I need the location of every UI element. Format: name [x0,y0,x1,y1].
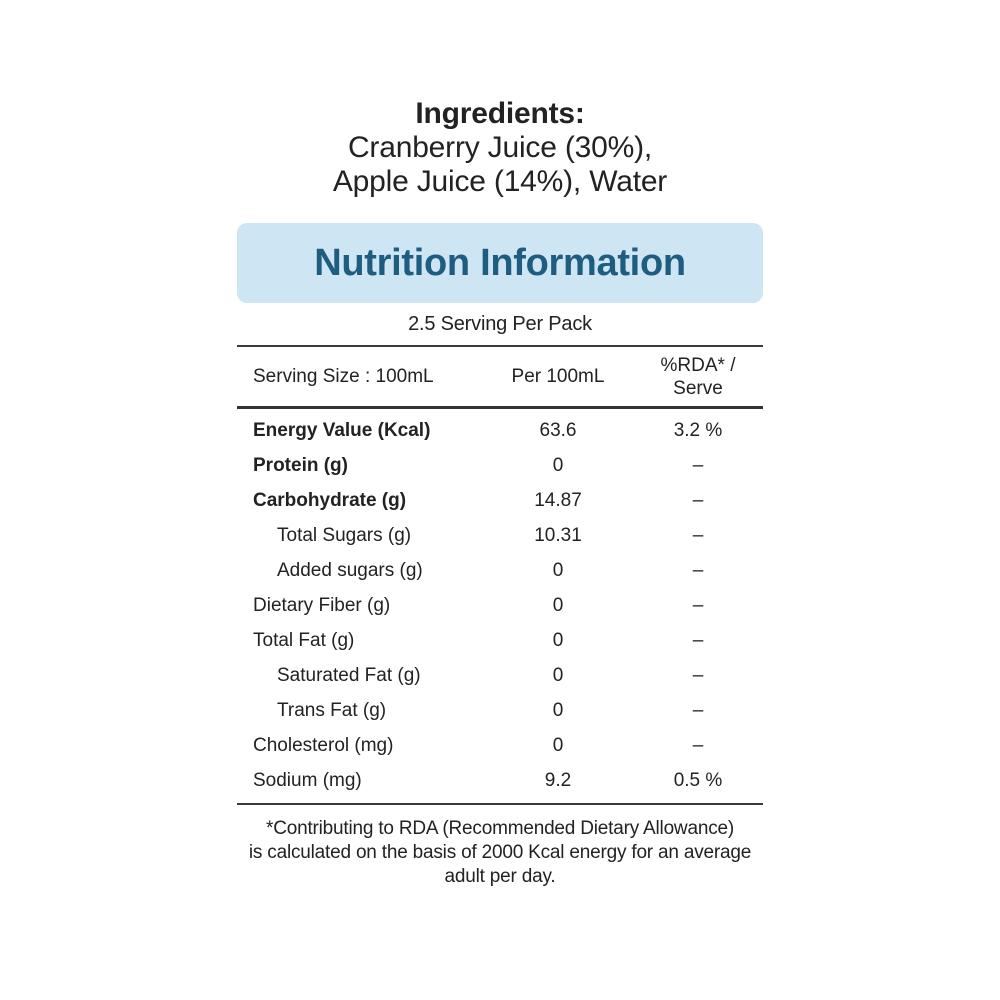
footnote-line-3: adult per day. [444,866,556,887]
nutrient-label: Protein (g) [253,454,348,476]
table-row-energy: Energy Value (Kcal) 63.6 3.2 % [237,413,763,448]
per-100ml-value: 14.87 [534,489,582,511]
ingredients-heading: Ingredients: [415,97,585,130]
rda-value: – [692,594,704,616]
rda-value: – [692,699,704,721]
nutrient-label: Trans Fat (g) [277,699,387,721]
nutrient-label: Energy Value (Kcal) [253,419,431,441]
rda-value: – [692,734,704,756]
per-100ml-value: 0 [552,734,564,756]
rda-value: 0.5 % [673,769,723,791]
per-100ml-value: 9.2 [544,769,572,791]
header-rda-per-serve: %RDA* / Serve [633,354,763,400]
table-row-protein: Protein (g) 0 – [237,448,763,483]
nutrient-label: Carbohydrate (g) [253,489,407,511]
table-header: Serving Size : 100mL Per 100mL %RDA* / S… [237,345,763,409]
nutrient-label: Total Fat (g) [253,629,355,651]
nutrient-label: Saturated Fat (g) [277,664,421,686]
nutrient-label: Sodium (mg) [253,769,362,791]
rda-value: – [692,524,704,546]
nutrition-table: Serving Size : 100mL Per 100mL %RDA* / S… [237,345,763,805]
rda-value: – [692,454,704,476]
rda-value: – [692,664,704,686]
per-100ml-value: 0 [552,699,564,721]
table-row-total-sugars: Total Sugars (g) 10.31 – [237,518,763,553]
nutrition-label: Ingredients: Cranberry Juice (30%), Appl… [237,0,763,889]
nutrition-title: Nutrition Information [314,241,686,284]
nutrition-title-banner: Nutrition Information [237,223,763,303]
per-100ml-value: 63.6 [539,419,577,441]
table-row-added-sugars: Added sugars (g) 0 – [237,553,763,588]
table-row-total-fat: Total Fat (g) 0 – [237,623,763,658]
nutrient-label: Cholesterol (mg) [253,734,394,756]
header-per-100ml: Per 100mL [511,365,605,387]
footnote-line-1: *Contributing to RDA (Recommended Dietar… [266,818,734,839]
ingredients-line-2: Apple Juice (14%), Water [332,165,668,198]
table-row-cholesterol: Cholesterol (mg) 0 – [237,728,763,763]
header-serving-size: Serving Size : 100mL [253,365,434,387]
rda-value: – [692,489,704,511]
per-100ml-value: 0 [552,594,564,616]
table-body: Energy Value (Kcal) 63.6 3.2 % Protein (… [237,409,763,803]
rda-value: – [692,629,704,651]
table-row-trans-fat: Trans Fat (g) 0 – [237,693,763,728]
ingredients-line-1: Cranberry Juice (30%), [347,131,653,164]
rda-footnote: *Contributing to RDA (Recommended Dietar… [237,817,763,889]
header-rda-line-2: Serve [673,377,723,399]
table-row-dietary-fiber: Dietary Fiber (g) 0 – [237,588,763,623]
per-100ml-value: 0 [552,454,564,476]
per-100ml-value: 0 [552,629,564,651]
rda-value: 3.2 % [673,419,723,441]
per-100ml-value: 10.31 [534,524,582,546]
per-100ml-value: 0 [552,664,564,686]
table-row-sodium: Sodium (mg) 9.2 0.5 % [237,763,763,798]
nutrient-label: Total Sugars (g) [277,524,412,546]
nutrient-label: Added sugars (g) [277,559,423,581]
servings-per-pack: 2.5 Serving Per Pack [408,312,592,335]
ingredients-section: Ingredients: Cranberry Juice (30%), Appl… [237,97,763,199]
rda-value: – [692,559,704,581]
nutrient-label: Dietary Fiber (g) [253,594,391,616]
table-row-carbohydrate: Carbohydrate (g) 14.87 – [237,483,763,518]
header-rda-line-1: %RDA* / [660,354,736,376]
per-100ml-value: 0 [552,559,564,581]
footnote-line-2: is calculated on the basis of 2000 Kcal … [248,842,752,863]
table-row-saturated-fat: Saturated Fat (g) 0 – [237,658,763,693]
